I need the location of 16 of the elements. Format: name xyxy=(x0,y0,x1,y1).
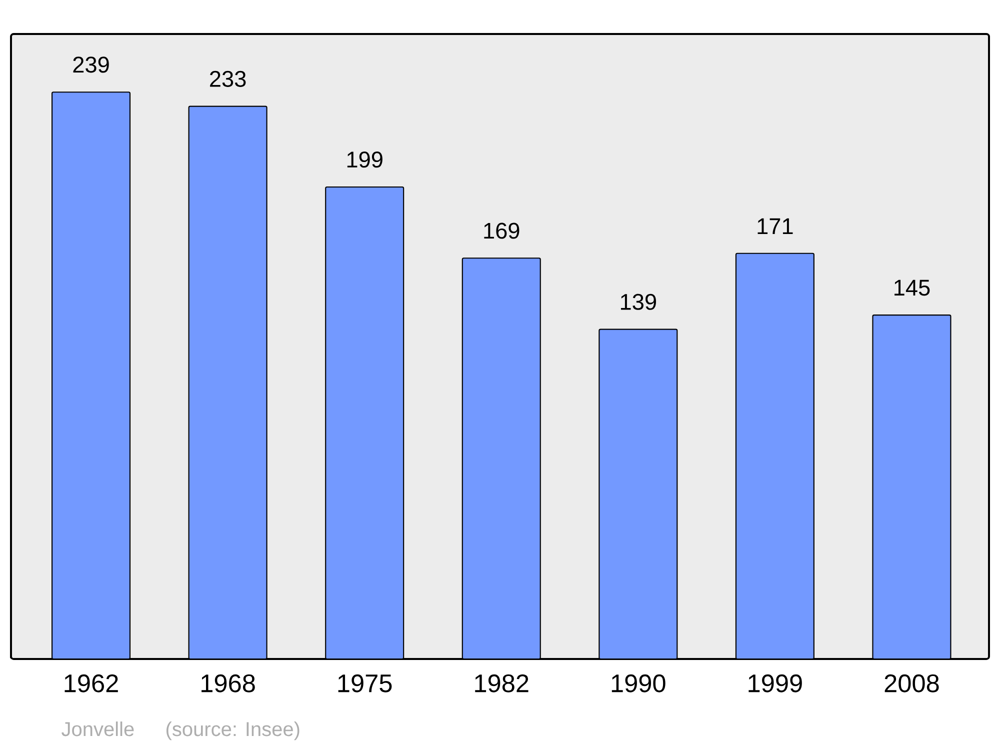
data-label: 171 xyxy=(758,218,793,234)
data-label: 145 xyxy=(894,280,930,296)
x-tick-label: 2008 xyxy=(884,674,939,692)
data-label: 199 xyxy=(347,152,382,168)
x-tick-label: 1982 xyxy=(475,674,528,692)
data-label: 233 xyxy=(210,70,246,87)
text: (source: Insee) xyxy=(166,722,300,740)
data-label: 169 xyxy=(484,222,520,239)
x-tick-label: 1999 xyxy=(748,674,802,692)
x-tick-label: 1962 xyxy=(64,674,118,692)
x-tick-label: 1975 xyxy=(338,674,392,692)
data-label: 139 xyxy=(620,294,656,310)
data-label: 239 xyxy=(73,56,109,73)
x-tick-label: 1968 xyxy=(202,674,255,692)
x-tick-label: 1990 xyxy=(612,674,666,692)
text: Jonvelle xyxy=(62,722,134,736)
